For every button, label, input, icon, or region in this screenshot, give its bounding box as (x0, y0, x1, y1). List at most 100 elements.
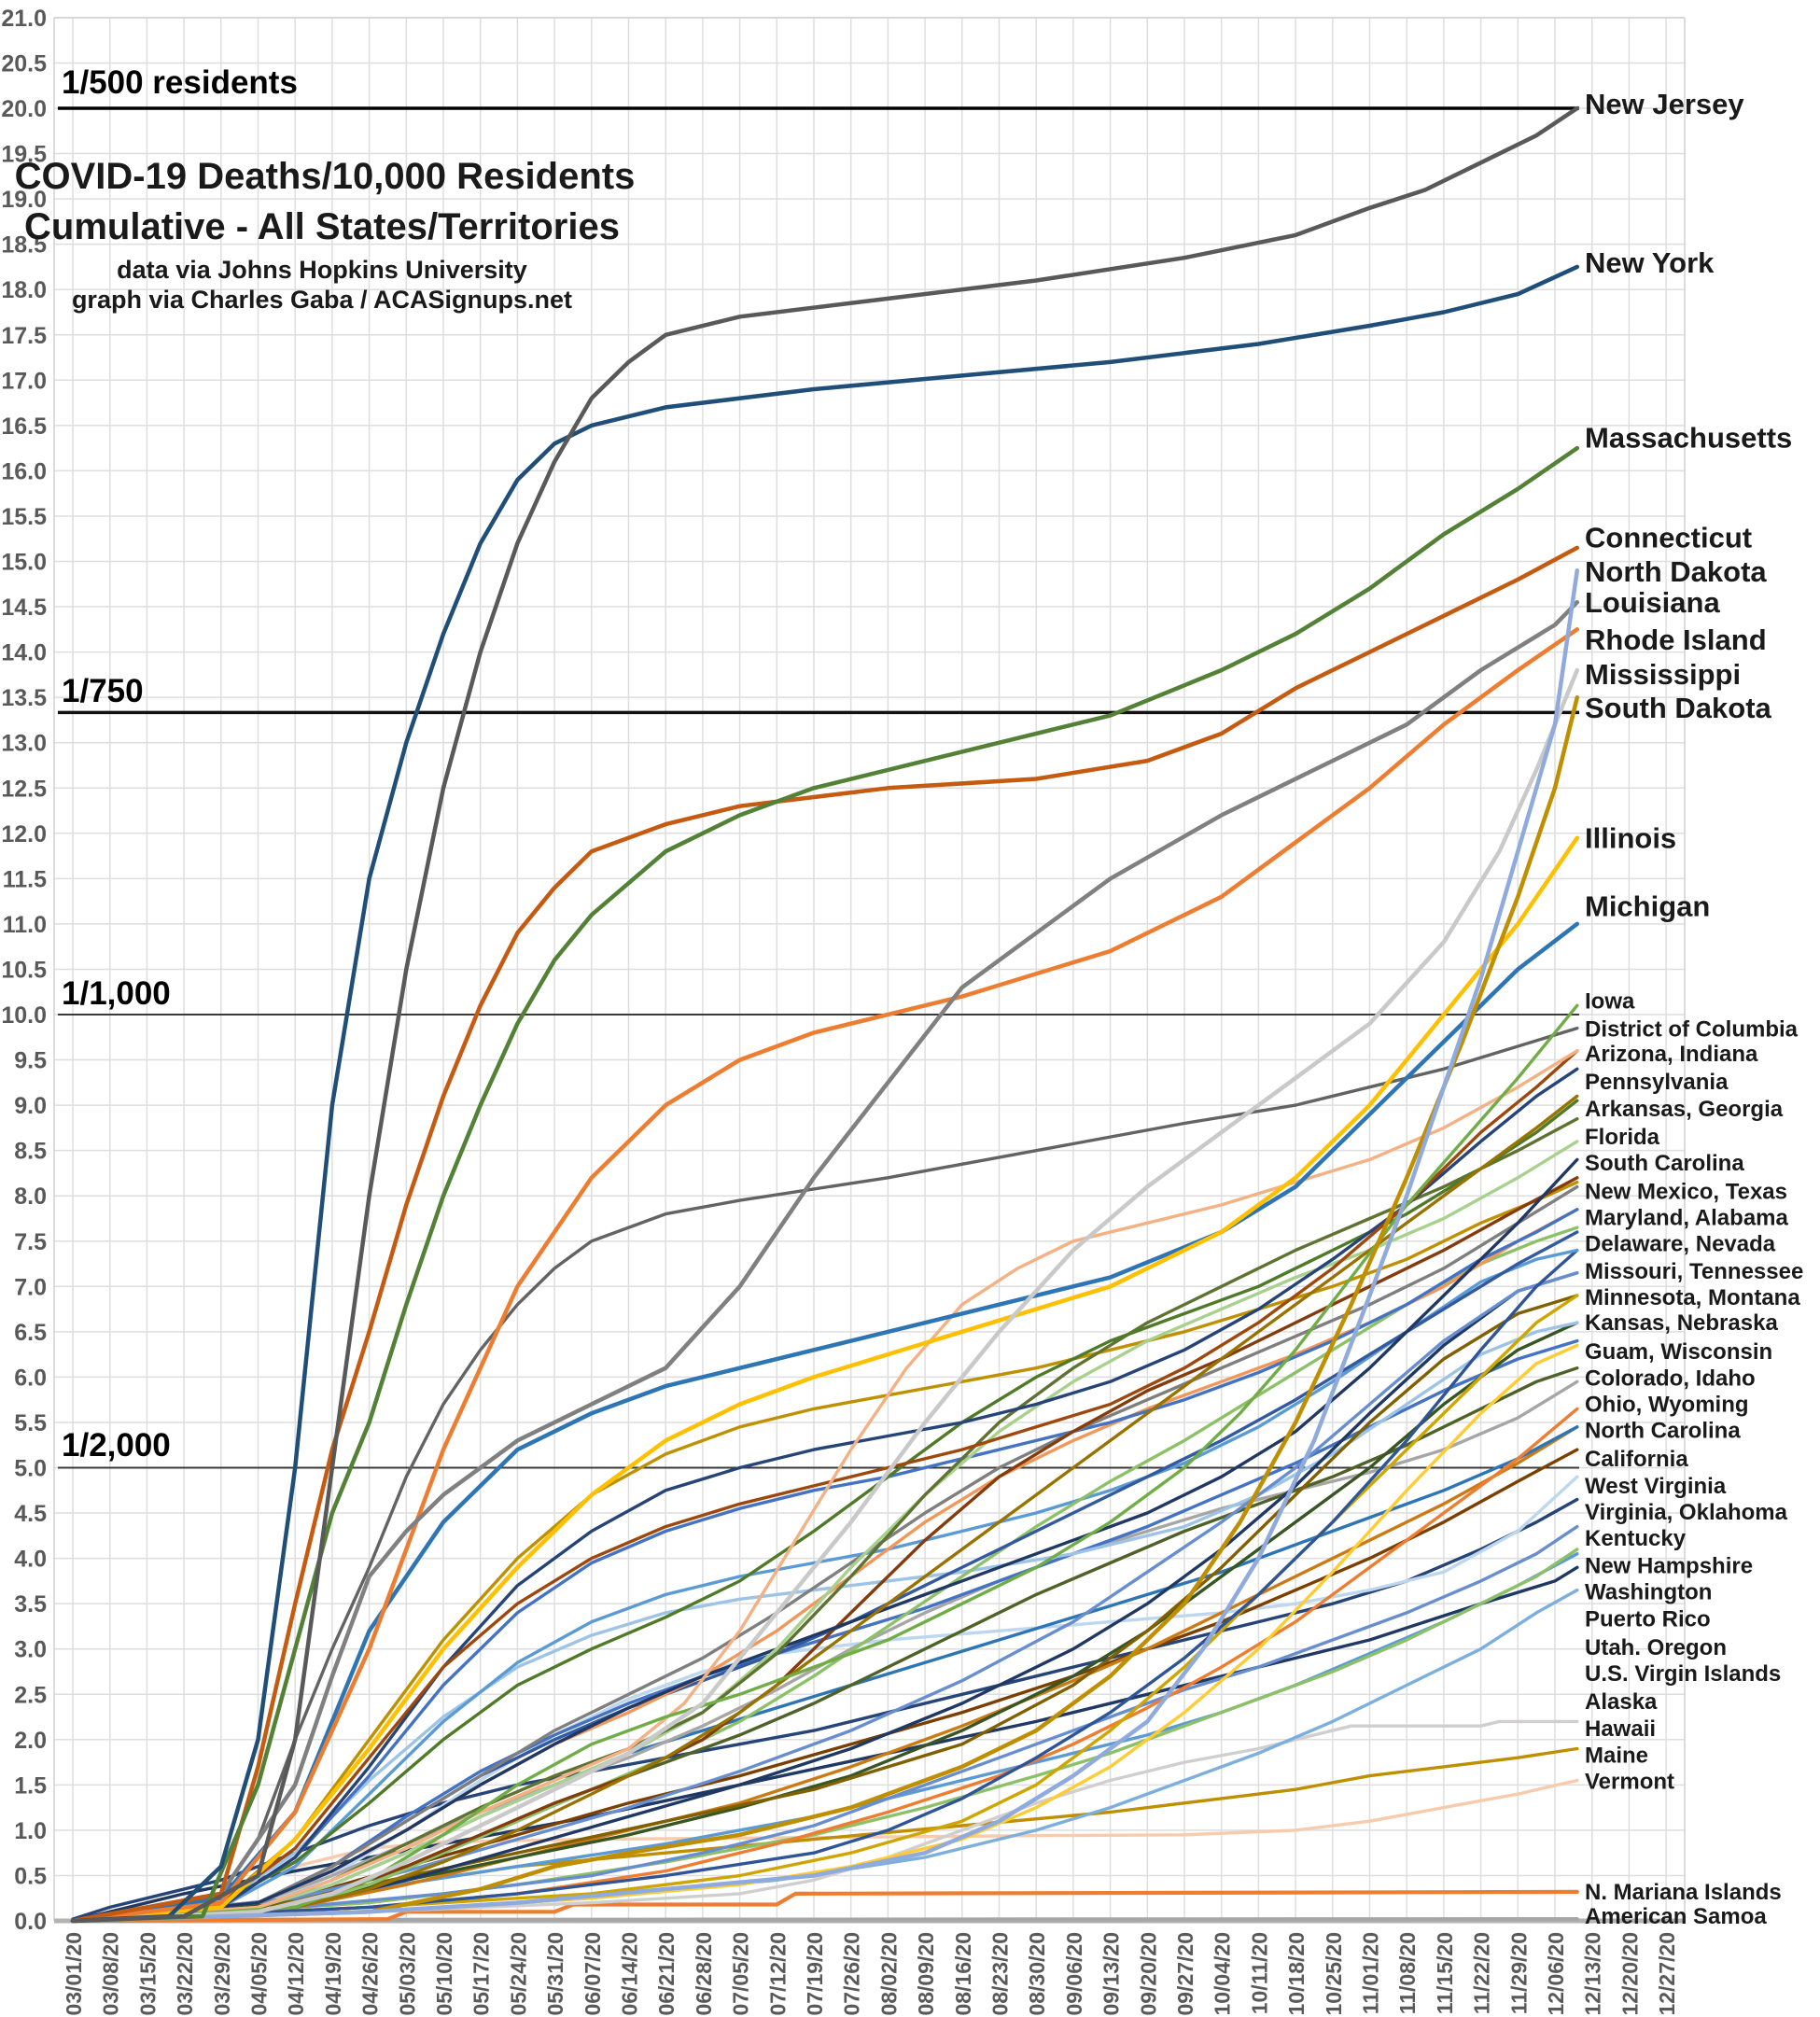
y-tick-label: 5.5 (14, 1410, 47, 1436)
series-line-iowa (71, 1003, 1579, 1923)
end-label-missouri-tennessee: Missouri, Tennessee (1585, 1259, 1803, 1284)
chart-credit-author: graph via Charles Gaba / ACASignups.net (72, 286, 572, 314)
x-tick-label: 03/22/20 (173, 1932, 197, 2016)
series-line-u-s-virgin-islands (71, 1565, 1579, 1923)
end-label-minnesota-montana: Minnesota, Montana (1585, 1285, 1800, 1310)
series-line-arkansas (71, 1094, 1579, 1923)
end-label-alaska: Alaska (1585, 1689, 1658, 1715)
end-label-mississippi: Mississippi (1585, 658, 1741, 691)
end-label-north-carolina: North Carolina (1585, 1419, 1741, 1444)
y-tick-label: 10.5 (1, 957, 47, 983)
end-label-arizona-indiana: Arizona, Indiana (1585, 1042, 1758, 1067)
series-lines (70, 105, 1580, 1924)
x-tick-label: 10/25/20 (1322, 1932, 1346, 2016)
series-line-vermont (71, 1778, 1579, 1923)
end-label-massachusetts: Massachusetts (1585, 421, 1792, 454)
y-tick-label: 7.0 (14, 1274, 47, 1300)
end-label-american-samoa: American Samoa (1585, 1904, 1767, 1929)
series-line-new-jersey (70, 105, 1580, 1924)
y-tick-label: 18.5 (1, 232, 47, 259)
end-label-kentucky: Kentucky (1585, 1526, 1687, 1551)
x-tick-label: 11/22/20 (1470, 1932, 1494, 2014)
end-label-south-dakota: South Dakota (1585, 692, 1772, 724)
series-line-new-mexico (71, 1157, 1579, 1923)
series-line-south-dakota (70, 694, 1580, 1924)
series-line-arizona (71, 1049, 1579, 1923)
series-line-michigan (70, 921, 1580, 1924)
series-line-indiana (71, 1049, 1579, 1923)
end-label-utah-oregon: Utah. Oregon (1585, 1635, 1727, 1660)
y-tick-label: 0.5 (14, 1863, 47, 1889)
y-tick-label: 18.0 (1, 277, 47, 303)
end-label-michigan: Michigan (1585, 889, 1710, 922)
x-tick-label: 10/18/20 (1284, 1932, 1309, 2016)
end-label-district-of-columbia: District of Columbia (1585, 1017, 1799, 1043)
gridlines (53, 17, 1686, 1921)
x-tick-label: 12/20/20 (1617, 1932, 1642, 2016)
end-label-north-dakota: North Dakota (1585, 555, 1767, 588)
x-tick-label: 05/31/20 (543, 1932, 567, 2016)
end-label-delaware-nevada: Delaware, Nevada (1585, 1232, 1776, 1257)
y-tick-label: 11.5 (3, 866, 47, 892)
end-label-pennsylvania: Pennsylvania (1585, 1070, 1729, 1095)
end-label-guam-wisconsin: Guam, Wisconsin (1585, 1339, 1772, 1365)
x-tick-label: 05/03/20 (395, 1932, 419, 2016)
end-label-puerto-rico: Puerto Rico (1585, 1607, 1711, 1632)
series-line-mississippi (70, 667, 1580, 1924)
y-tick-label: 15.5 (1, 504, 47, 530)
series-line-wisconsin (71, 1294, 1579, 1923)
end-label-iowa: Iowa (1585, 988, 1635, 1014)
x-tick-label: 05/24/20 (506, 1932, 530, 2016)
ref-label-1-1000: 1/1,000 (62, 975, 171, 1012)
y-tick-label: 0.0 (14, 1909, 47, 1935)
y-tick-label: 3.0 (14, 1637, 47, 1663)
y-tick-label: 7.5 (14, 1229, 47, 1255)
x-tick-label: 03/15/20 (135, 1932, 160, 2016)
x-tick-label: 09/06/20 (1062, 1932, 1086, 2016)
y-tick-label: 19.5 (1, 142, 47, 168)
ref-label-1-750: 1/750 (62, 673, 144, 709)
y-tick-label: 16.0 (1, 458, 47, 484)
series-line-north-dakota (70, 567, 1580, 1924)
x-tick-label: 12/06/20 (1544, 1932, 1568, 2016)
end-label-west-virginia: West Virginia (1585, 1474, 1727, 1499)
end-label-n-mariana-islands: N. Mariana Islands (1585, 1880, 1782, 1905)
end-label-ohio-wyoming: Ohio, Wyoming (1585, 1393, 1749, 1418)
x-tick-label: 12/27/20 (1655, 1932, 1679, 2016)
y-tick-label: 4.0 (14, 1547, 47, 1573)
ref-label-1-2000: 1/2,000 (62, 1427, 171, 1464)
x-tick-label: 08/23/20 (988, 1932, 1013, 2016)
x-tick-label: 04/19/20 (321, 1932, 345, 2016)
series-line-puerto-rico (71, 1524, 1579, 1923)
x-tick-label: 05/10/20 (432, 1932, 456, 2016)
x-tick-label: 03/01/20 (62, 1932, 86, 2016)
y-tick-label: 12.0 (1, 821, 47, 847)
x-tick-label: 09/13/20 (1099, 1932, 1124, 2016)
series-end-labels: New Jersey New York Massachusetts Connectic… (1585, 88, 1803, 1929)
y-tick-label: 20.5 (1, 50, 47, 77)
end-label-south-carolina: South Carolina (1585, 1151, 1744, 1176)
series-line-pennsylvania (71, 1067, 1579, 1923)
series-line-hawaii (71, 1719, 1579, 1923)
y-tick-label: 20.0 (1, 96, 47, 122)
y-tick-label: 16.5 (1, 413, 47, 440)
y-tick-label: 21.0 (1, 6, 47, 32)
x-tick-label: 08/09/20 (914, 1932, 938, 2016)
x-tick-label: 03/08/20 (99, 1932, 123, 2016)
end-label-illinois: Illinois (1585, 822, 1676, 855)
x-tick-label: 11/08/20 (1395, 1932, 1420, 2014)
series-line-idaho (71, 1321, 1579, 1923)
y-tick-label: 17.0 (1, 368, 47, 394)
x-tick-label: 03/29/20 (210, 1932, 234, 2016)
x-tick-label: 07/05/20 (729, 1932, 753, 2016)
y-tick-label: 11.0 (3, 912, 47, 938)
chart-subtitle: Cumulative - All States/Territories (24, 206, 620, 247)
x-tick-label: 04/05/20 (247, 1932, 272, 2016)
chart-title: COVID-19 Deaths/10,000 Residents (15, 156, 636, 197)
series-line-district-of-columbia (71, 1026, 1579, 1923)
series-line-louisiana (70, 599, 1580, 1924)
y-tick-label: 2.0 (14, 1728, 47, 1754)
end-label-hawaii: Hawaii (1585, 1716, 1656, 1742)
end-label-arkansas-georgia: Arkansas, Georgia (1585, 1097, 1784, 1122)
